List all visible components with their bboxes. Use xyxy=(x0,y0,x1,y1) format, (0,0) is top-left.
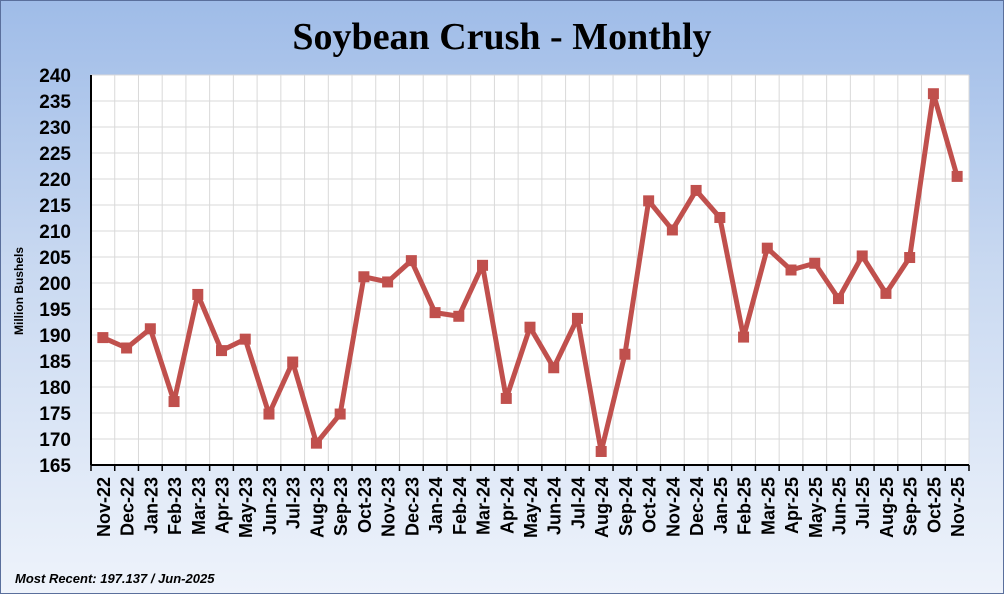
x-tick-label: Sep-24 xyxy=(616,477,636,536)
data-point xyxy=(263,408,275,420)
y-tick-label: 190 xyxy=(39,326,71,347)
data-point xyxy=(809,257,821,269)
x-tick-label: Nov-23 xyxy=(379,477,399,537)
x-tick-label: Jun-24 xyxy=(545,477,565,535)
x-tick-label: Jan-25 xyxy=(711,477,731,534)
y-tick-label: 205 xyxy=(39,248,71,269)
data-point xyxy=(382,276,394,288)
data-point xyxy=(690,184,702,196)
data-point xyxy=(429,307,441,319)
data-point xyxy=(738,331,750,343)
y-tick-label: 225 xyxy=(39,144,71,165)
x-tick-label: May-23 xyxy=(236,477,256,538)
data-point xyxy=(761,242,773,254)
x-tick-label: Dec-23 xyxy=(402,477,422,536)
y-tick-label: 220 xyxy=(39,170,71,191)
x-tick-label: Aug-24 xyxy=(592,477,612,538)
x-tick-label: Feb-24 xyxy=(450,477,470,535)
x-tick-label: Apr-23 xyxy=(213,477,233,534)
y-tick-label: 210 xyxy=(39,222,71,243)
data-point xyxy=(97,332,109,344)
y-tick-label: 170 xyxy=(39,430,71,451)
data-point xyxy=(714,211,726,223)
y-tick-label: 195 xyxy=(39,300,71,321)
data-point xyxy=(856,250,868,262)
data-point xyxy=(785,264,797,276)
x-tick-label: Dec-22 xyxy=(118,477,138,536)
data-point xyxy=(453,310,465,322)
data-point xyxy=(334,408,346,420)
y-tick-label: 180 xyxy=(39,378,71,399)
data-point xyxy=(595,445,607,457)
x-tick-label: Jan-24 xyxy=(426,477,446,534)
x-tick-label: Oct-24 xyxy=(640,477,660,533)
x-tick-label: Sep-25 xyxy=(901,477,921,536)
data-point xyxy=(287,356,299,368)
data-point xyxy=(619,348,631,360)
data-point xyxy=(310,437,322,449)
y-axis-label: Million Bushels xyxy=(12,247,26,335)
y-tick-label: 175 xyxy=(39,404,71,425)
x-tick-label: Apr-24 xyxy=(497,477,517,534)
data-point xyxy=(477,259,489,271)
x-tick-label: Feb-25 xyxy=(735,477,755,535)
y-tick-label: 185 xyxy=(39,352,71,373)
x-tick-label: Mar-23 xyxy=(189,477,209,535)
data-point xyxy=(524,321,536,333)
most-recent-note: Most Recent: 197.137 / Jun-2025 xyxy=(15,571,215,586)
y-tick-label: 235 xyxy=(39,92,71,113)
x-tick-label: Jun-25 xyxy=(829,477,849,535)
x-tick-label: May-25 xyxy=(806,477,826,538)
x-tick-label: Mar-24 xyxy=(474,477,494,535)
x-tick-label: Nov-25 xyxy=(948,477,968,537)
y-tick-label: 200 xyxy=(39,274,71,295)
x-tick-label: Nov-22 xyxy=(94,477,114,537)
x-tick-label: Jun-23 xyxy=(260,477,280,535)
data-point xyxy=(358,271,370,283)
x-tick-label: Jul-25 xyxy=(853,477,873,529)
x-tick-label: May-24 xyxy=(521,477,541,538)
data-point xyxy=(239,333,251,345)
x-tick-label: Jul-23 xyxy=(284,477,304,529)
x-tick-label: Dec-24 xyxy=(687,477,707,536)
y-tick-label: 240 xyxy=(39,66,71,87)
x-tick-label: Nov-24 xyxy=(663,477,683,537)
x-tick-label: Sep-23 xyxy=(331,477,351,536)
y-tick-label: 230 xyxy=(39,118,71,139)
data-point xyxy=(216,345,228,357)
data-point xyxy=(500,392,512,404)
x-tick-label: Jul-24 xyxy=(568,477,588,529)
data-point xyxy=(168,396,180,408)
data-point xyxy=(832,293,844,305)
x-tick-label: Oct-25 xyxy=(924,477,944,533)
x-tick-label: Mar-25 xyxy=(758,477,778,535)
x-tick-label: Feb-23 xyxy=(165,477,185,535)
data-point xyxy=(927,88,939,100)
y-tick-label: 215 xyxy=(39,196,71,217)
data-point xyxy=(548,362,560,374)
data-point xyxy=(951,170,963,182)
data-point xyxy=(904,252,916,264)
x-tick-label: Apr-25 xyxy=(782,477,802,534)
x-tick-label: Jan-23 xyxy=(141,477,161,534)
y-tick-label: 165 xyxy=(39,456,71,477)
x-tick-label: Oct-23 xyxy=(355,477,375,533)
data-point xyxy=(192,288,204,300)
chart-title: Soybean Crush - Monthly xyxy=(292,16,712,58)
data-point xyxy=(144,323,156,335)
data-point xyxy=(643,195,655,207)
x-tick-label: Aug-25 xyxy=(877,477,897,538)
data-point xyxy=(405,255,417,267)
data-point xyxy=(121,342,133,354)
x-tick-label: Aug-23 xyxy=(307,477,327,538)
data-point xyxy=(666,224,678,236)
data-point xyxy=(880,287,892,299)
data-point xyxy=(571,312,583,324)
plot-area xyxy=(91,75,969,465)
